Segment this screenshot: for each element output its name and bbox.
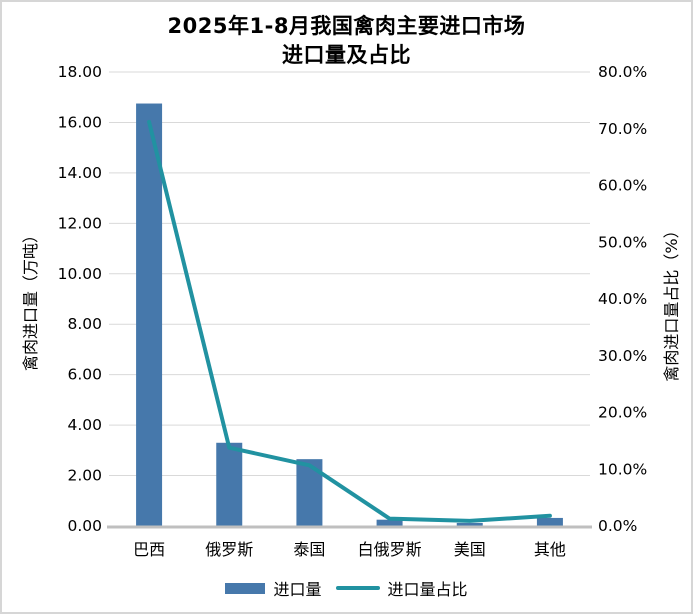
legend-label-share: 进口量占比 xyxy=(387,580,468,599)
right-tick-label: 40.0% xyxy=(598,290,647,308)
bar-白俄罗斯 xyxy=(376,519,403,526)
legend-item-share: 进口量占比 xyxy=(335,576,468,600)
left-tick-label: 16.00 xyxy=(58,113,102,131)
legend-item-imports: 进口量 xyxy=(225,576,322,600)
right-tick-label: 50.0% xyxy=(598,233,647,251)
chart-title-line1: 2025年1-8月我国禽肉主要进口市场 xyxy=(167,14,526,38)
bar-巴西 xyxy=(136,103,163,527)
left-tick-label: 14.00 xyxy=(58,164,102,182)
category-label-其他: 其他 xyxy=(534,540,566,559)
bar-俄罗斯 xyxy=(216,442,243,526)
category-label-俄罗斯: 俄罗斯 xyxy=(205,540,253,559)
category-label-巴西: 巴西 xyxy=(133,540,165,559)
category-label-泰国: 泰国 xyxy=(293,540,325,559)
left-tick-label: 2.00 xyxy=(67,467,102,485)
left-tick-label: 4.00 xyxy=(67,416,102,434)
legend: 进口量 进口量占比 xyxy=(2,576,691,600)
left-tick-label: 18.00 xyxy=(58,63,102,81)
right-axis-title: 禽肉进口量占比（%） xyxy=(662,222,681,382)
right-tick-label: 20.0% xyxy=(598,404,647,422)
left-tick-label: 12.00 xyxy=(58,214,102,232)
right-tick-label: 80.0% xyxy=(598,63,647,81)
legend-label-imports: 进口量 xyxy=(273,580,322,599)
left-tick-label: 8.00 xyxy=(67,315,102,333)
category-label-美国: 美国 xyxy=(454,540,486,559)
left-axis-title: 禽肉进口量（万吨） xyxy=(21,226,40,372)
right-tick-label: 60.0% xyxy=(598,177,647,195)
right-tick-label: 30.0% xyxy=(598,347,647,365)
right-tick-label: 70.0% xyxy=(598,120,647,138)
left-tick-label: 0.00 xyxy=(67,517,102,535)
category-label-白俄罗斯: 白俄罗斯 xyxy=(358,540,422,559)
bar-其他 xyxy=(536,517,563,526)
chart-title: 2025年1-8月我国禽肉主要进口市场 进口量及占比 xyxy=(2,12,691,70)
line-series-swatch-icon xyxy=(335,586,380,590)
right-tick-label: 0.0% xyxy=(598,517,637,535)
bar-美国 xyxy=(456,522,483,526)
right-tick-label: 10.0% xyxy=(598,460,647,478)
bar-series-swatch-icon xyxy=(225,582,266,594)
chart-title-line2: 进口量及占比 xyxy=(282,43,411,67)
left-tick-label: 10.00 xyxy=(58,265,102,283)
left-tick-label: 6.00 xyxy=(67,366,102,384)
share-line xyxy=(147,119,552,523)
